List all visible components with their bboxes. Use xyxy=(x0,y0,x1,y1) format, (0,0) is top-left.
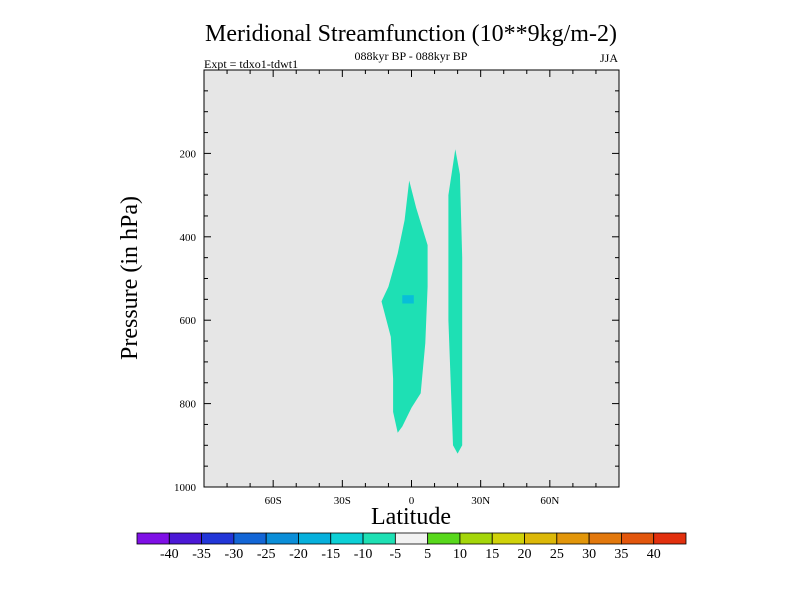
colorbar-box xyxy=(459,532,493,545)
colorbar-label: -20 xyxy=(289,547,308,562)
shaded-region-1 xyxy=(381,180,428,433)
colorbar-box xyxy=(298,532,332,545)
colorbar: -40 -35 -30 -25 -20 -15 -10 -5 5 10 15 20 25 30 35 40 xyxy=(136,532,687,562)
shaded-region-3 xyxy=(402,295,414,304)
colorbar-box xyxy=(330,532,364,545)
colorbar-box xyxy=(491,532,525,545)
y-tick-label: 200 xyxy=(180,148,197,160)
season-label: JJA xyxy=(600,51,618,65)
colorbar-label: 30 xyxy=(582,547,596,562)
x-tick-label: 30S xyxy=(334,495,351,507)
x-tick-label: 60N xyxy=(540,495,559,507)
colorbar-label: 20 xyxy=(518,547,532,562)
colorbar-label: -25 xyxy=(257,547,276,562)
axis-ticks: 60S 30S 0 30N 60N 200 400 600 800 1000 xyxy=(174,70,619,507)
colorbar-box xyxy=(233,532,267,545)
x-tick-label: 60S xyxy=(265,495,282,507)
colorbar-box xyxy=(621,532,655,545)
colorbar-label: 25 xyxy=(550,547,564,562)
colorbar-label: -35 xyxy=(192,547,211,562)
colorbar-box xyxy=(653,532,687,545)
x-tick-label: 30N xyxy=(471,495,490,507)
colorbar-label: -15 xyxy=(321,547,340,562)
y-tick-label: 600 xyxy=(180,315,197,327)
experiment-label: Expt = tdxo1-tdwt1 xyxy=(204,57,298,71)
colorbar-box xyxy=(265,532,299,545)
colorbar-box xyxy=(524,532,558,545)
x-tick-label: 0 xyxy=(409,495,415,507)
colorbar-label: -5 xyxy=(390,547,402,562)
colorbar-box xyxy=(362,532,396,545)
colorbar-label: -30 xyxy=(225,547,244,562)
colorbar-label: 40 xyxy=(647,547,661,562)
y-tick-label: 800 xyxy=(180,399,197,411)
colorbar-label: 35 xyxy=(614,547,628,562)
colorbar-box xyxy=(427,532,461,545)
colorbar-label: 10 xyxy=(453,547,467,562)
colorbar-box xyxy=(556,532,590,545)
colorbar-label: 5 xyxy=(424,547,431,562)
chart-subtitle: 088kyr BP - 088kyr BP xyxy=(355,49,468,63)
colorbar-box xyxy=(168,532,202,545)
colorbar-box xyxy=(394,532,429,545)
shaded-region-2 xyxy=(448,149,463,454)
colorbar-box xyxy=(588,532,622,545)
shaded-regions xyxy=(381,149,463,454)
colorbar-box xyxy=(201,532,235,545)
y-tick-label: 1000 xyxy=(174,482,197,494)
y-tick-label: 400 xyxy=(180,232,197,244)
y-axis-label: Pressure (in hPa) xyxy=(117,196,143,360)
colorbar-box xyxy=(136,532,170,545)
colorbar-label: -40 xyxy=(160,547,179,562)
x-axis-label: Latitude xyxy=(371,504,451,530)
colorbar-label: 15 xyxy=(485,547,499,562)
chart-title: Meridional Streamfunction (10**9kg/m-2) xyxy=(205,21,617,47)
colorbar-label: -10 xyxy=(354,547,373,562)
